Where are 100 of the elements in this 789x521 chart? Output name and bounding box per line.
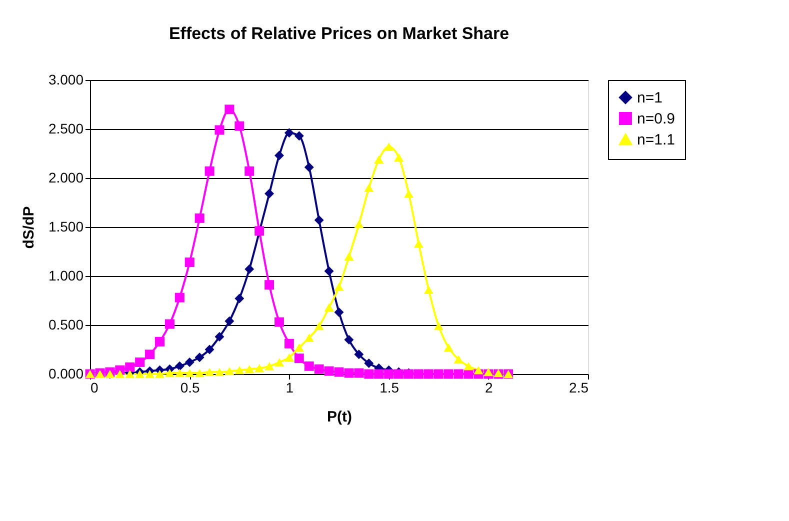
x-tick-label: 2 xyxy=(485,380,493,396)
point xyxy=(184,357,194,367)
point xyxy=(174,368,184,378)
point xyxy=(274,150,284,160)
y-tick-label: 3.000 xyxy=(48,72,84,88)
point xyxy=(214,125,224,135)
x-tick-label: 1 xyxy=(286,380,294,396)
y-tick-label: 0.500 xyxy=(48,316,84,332)
chart-title: Effects of Relative Prices on Market Share xyxy=(168,24,510,43)
point xyxy=(184,368,194,378)
point xyxy=(314,322,324,330)
point xyxy=(244,364,254,374)
point xyxy=(204,166,214,176)
point xyxy=(314,215,324,225)
point xyxy=(264,280,274,290)
y-tick-label: 1.000 xyxy=(48,268,84,284)
point xyxy=(344,334,354,344)
point xyxy=(394,153,404,162)
point xyxy=(234,121,244,131)
y-tick-label: 2.000 xyxy=(48,170,84,186)
point xyxy=(154,336,164,346)
point xyxy=(324,303,334,312)
point xyxy=(454,355,464,364)
point xyxy=(224,316,234,326)
point xyxy=(264,362,274,370)
point xyxy=(234,294,244,304)
point xyxy=(404,190,414,198)
point xyxy=(145,350,155,360)
point xyxy=(434,322,444,330)
point xyxy=(304,334,314,342)
point xyxy=(334,367,344,377)
point xyxy=(284,353,294,362)
point xyxy=(424,286,434,294)
point xyxy=(125,362,135,372)
point xyxy=(384,369,394,379)
y-axis-title: dS/dP xyxy=(20,206,38,249)
point xyxy=(464,362,474,370)
point xyxy=(274,317,284,327)
point xyxy=(244,264,254,274)
point xyxy=(214,368,224,376)
point xyxy=(164,368,174,378)
point xyxy=(414,240,424,248)
point xyxy=(214,332,224,342)
point xyxy=(324,366,334,376)
point xyxy=(314,364,324,374)
point xyxy=(344,252,354,261)
point xyxy=(224,104,234,114)
x-axis-title: P(t) xyxy=(327,408,352,426)
legend-label: n=0.9 xyxy=(637,110,675,128)
x-tick-label: 2.5 xyxy=(569,380,589,396)
point xyxy=(244,166,254,176)
legend-label: n=1 xyxy=(637,90,662,106)
point xyxy=(334,308,344,318)
point xyxy=(234,366,244,374)
point xyxy=(194,213,204,223)
point xyxy=(354,368,364,378)
point xyxy=(174,361,184,371)
point xyxy=(294,131,304,141)
point xyxy=(374,369,384,379)
legend-label: n=1.1 xyxy=(637,132,675,148)
x-tick-label: 0 xyxy=(90,380,98,396)
point xyxy=(154,370,164,378)
point xyxy=(294,343,304,352)
point xyxy=(284,338,294,348)
point xyxy=(224,366,234,376)
point xyxy=(294,354,304,364)
point xyxy=(474,366,484,374)
x-tick-label: 0.5 xyxy=(180,380,200,396)
point xyxy=(324,266,334,276)
point xyxy=(135,357,145,367)
y-tick-label: 1.500 xyxy=(48,218,84,234)
point xyxy=(484,368,494,376)
point xyxy=(204,368,214,376)
point xyxy=(284,128,294,138)
point xyxy=(194,368,204,378)
point xyxy=(334,282,344,291)
point xyxy=(374,155,384,164)
x-tick-label: 1.5 xyxy=(380,380,400,396)
point xyxy=(304,361,314,371)
point xyxy=(354,350,364,360)
point xyxy=(164,319,174,329)
point xyxy=(135,370,145,378)
point xyxy=(304,162,314,172)
y-tick-label: 0.000 xyxy=(48,366,84,382)
point xyxy=(444,343,454,352)
point xyxy=(384,142,394,151)
point xyxy=(254,364,264,372)
point xyxy=(204,344,214,354)
point xyxy=(184,258,194,268)
point xyxy=(174,292,184,302)
point xyxy=(344,368,354,378)
point xyxy=(274,358,284,366)
point xyxy=(354,220,364,228)
point xyxy=(454,369,464,379)
point xyxy=(145,370,155,378)
point xyxy=(364,358,374,368)
point xyxy=(444,369,454,379)
point xyxy=(194,352,204,362)
point xyxy=(364,369,374,379)
point xyxy=(434,369,444,379)
